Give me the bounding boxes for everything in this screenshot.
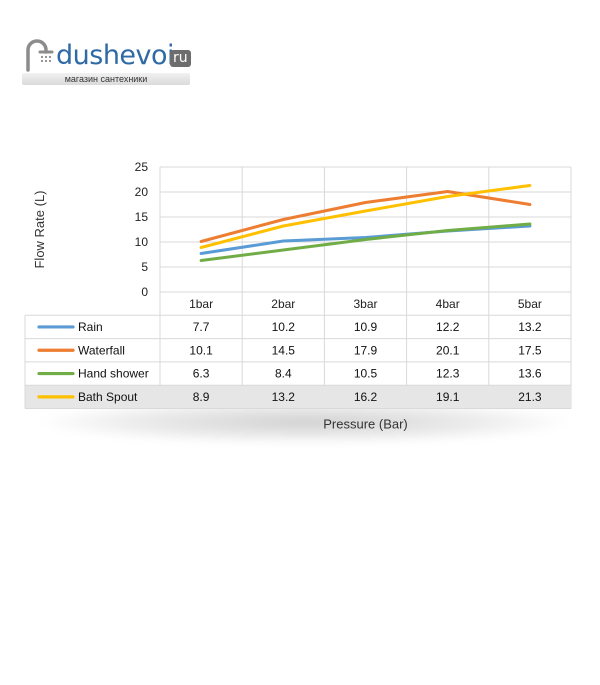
legend-label: Waterfall [78, 343, 125, 357]
table-value: 10.1 [189, 343, 213, 357]
chart-data-table [24, 314, 571, 409]
table-value: 8.4 [275, 367, 292, 381]
legend-label: Bath Spout [78, 390, 138, 404]
table-value: 12.2 [436, 320, 460, 334]
table-value: 13.6 [518, 367, 542, 381]
y-tick-label: 0 [141, 285, 148, 299]
chart-text: 0 5 10 15 20 25 1bar 2bar 3bar 4bar 5bar Rain 7.7 10.… [32, 160, 542, 432]
series-line-waterfall [199, 190, 532, 243]
table-value: 6.3 [193, 367, 210, 381]
table-value: 20.1 [436, 343, 460, 357]
y-tick-label: 10 [135, 235, 149, 249]
logo-tld: ru [170, 50, 191, 67]
table-value: 16.2 [354, 390, 378, 404]
logo-brand: dushevoi [56, 40, 175, 71]
table-value: 12.3 [436, 367, 460, 381]
x-tick-label: 4bar [436, 297, 460, 311]
table-value: 17.9 [354, 343, 378, 357]
x-tick-label: 3bar [353, 297, 377, 311]
table-value: 10.5 [354, 367, 378, 381]
table-value: 21.3 [518, 390, 542, 404]
table-value: 8.9 [193, 390, 210, 404]
table-row-band [25, 385, 571, 409]
table-value: 10.9 [354, 320, 378, 334]
table-value: 17.5 [518, 343, 542, 357]
y-axis-title: Flow Rate (L) [32, 190, 47, 268]
x-axis-title: Pressure (Bar) [323, 417, 408, 432]
series-line-bath-spout [199, 184, 532, 249]
table-value: 13.2 [518, 320, 542, 334]
table-value: 13.2 [272, 390, 296, 404]
legend-label: Hand shower [78, 367, 149, 381]
table-value: 14.5 [272, 343, 296, 357]
x-tick-label: 1bar [189, 297, 213, 311]
y-tick-label: 15 [135, 210, 149, 224]
table-value: 7.7 [193, 320, 210, 334]
logo-tagline: магазин сантехники [22, 73, 190, 85]
series-line-hand-shower [199, 222, 532, 262]
shower-icon [26, 39, 54, 72]
chart-grid [159, 166, 572, 409]
y-tick-label: 25 [135, 160, 149, 174]
x-tick-label: 5bar [518, 297, 542, 311]
y-tick-label: 5 [141, 260, 148, 274]
legend-label: Rain [78, 320, 103, 334]
logo: dushevoi ru магазин сантехники [22, 38, 192, 92]
table-value: 10.2 [272, 320, 296, 334]
chart-lines [199, 184, 532, 262]
x-tick-label: 2bar [271, 297, 295, 311]
y-tick-label: 20 [135, 185, 149, 199]
table-value: 19.1 [436, 390, 460, 404]
